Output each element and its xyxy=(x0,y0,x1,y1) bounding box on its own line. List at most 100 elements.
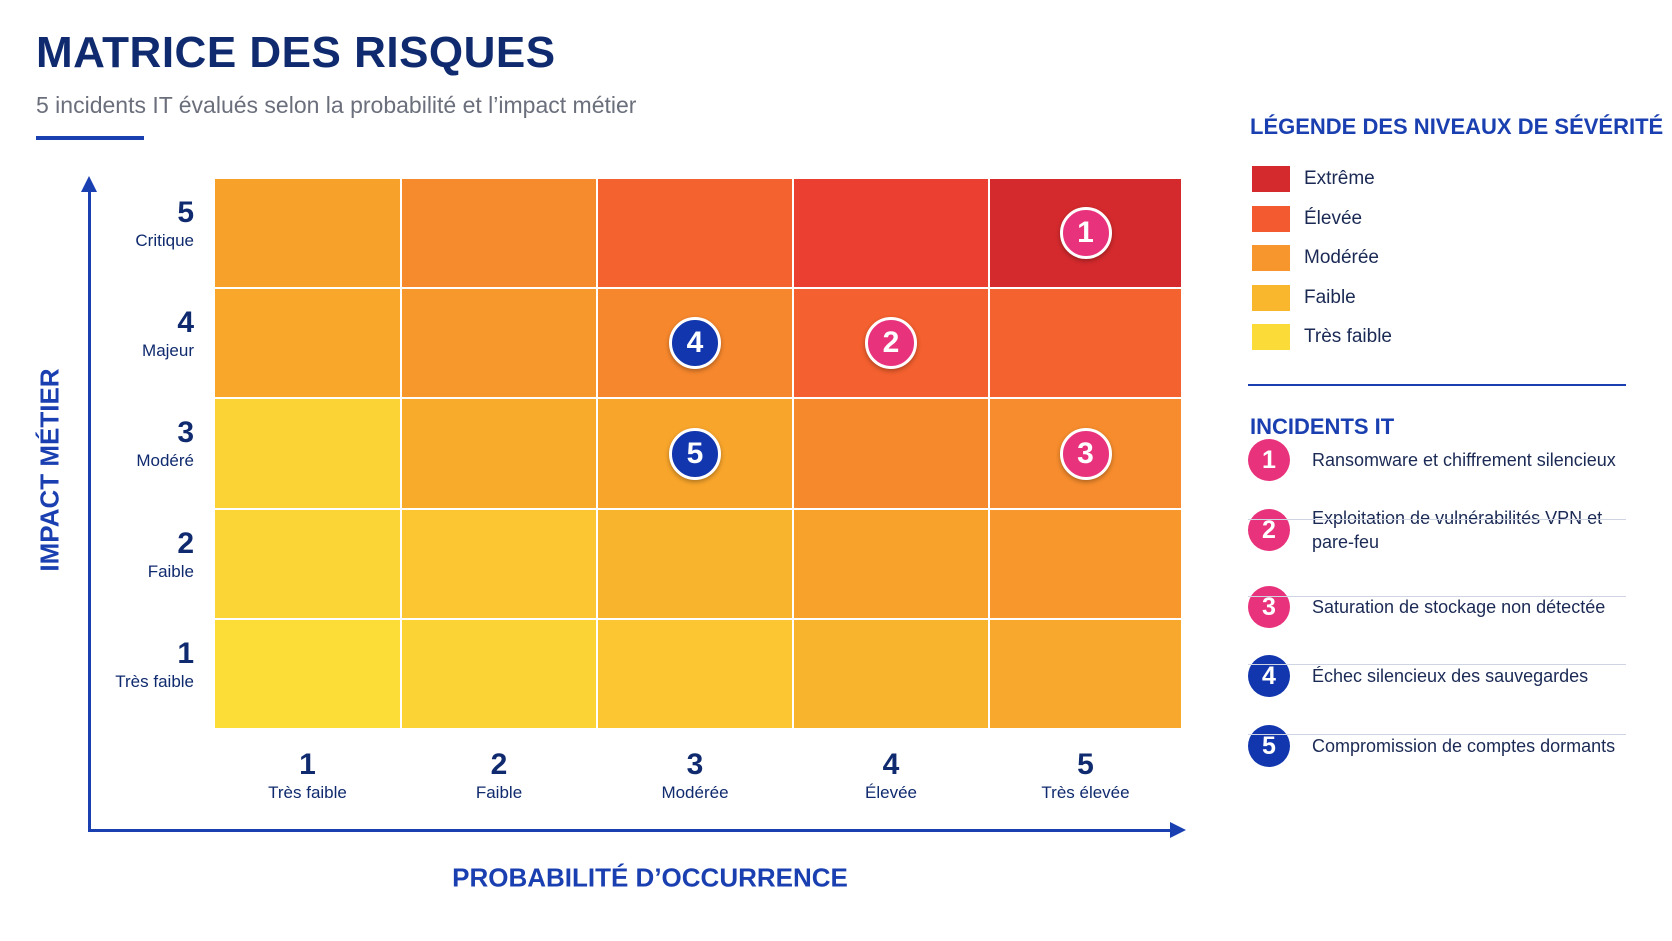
matrix-cell xyxy=(793,619,989,729)
incident-marker-4[interactable]: 4 xyxy=(669,317,721,369)
title-underline xyxy=(36,136,144,140)
severity-legend-item: Très faible xyxy=(1252,324,1392,350)
y-tick-label: Très faible xyxy=(115,672,194,691)
y-axis-arrow-icon xyxy=(81,176,97,192)
incident-divider xyxy=(1248,519,1626,520)
incident-label: Ransomware et chiffrement silencieux xyxy=(1312,450,1616,470)
y-tick: 2 Faible xyxy=(100,527,194,583)
legend-divider xyxy=(1248,384,1626,386)
incident-marker-1[interactable]: 1 xyxy=(1059,207,1112,259)
severity-legend-item: Modérée xyxy=(1252,245,1379,271)
severity-swatch xyxy=(1252,284,1290,311)
incident-label: Exploitation de vulnérabilités VPN et pa… xyxy=(1312,508,1603,552)
page-subtitle: 5 incidents IT évalués selon la probabil… xyxy=(36,92,637,118)
severity-swatch xyxy=(1252,205,1290,232)
y-tick: 5 Critique xyxy=(100,196,194,252)
y-tick-label: Modéré xyxy=(136,451,194,470)
matrix-cell xyxy=(214,288,401,398)
severity-legend-title: LÉGENDE DES NIVEAUX DE SÉVÉRITÉ xyxy=(1250,114,1664,139)
severity-legend-item: Faible xyxy=(1252,284,1356,311)
severity-label: Élevée xyxy=(1304,207,1363,229)
y-tick-value: 4 xyxy=(177,306,194,339)
matrix-cell xyxy=(401,619,597,729)
matrix-cell xyxy=(597,509,793,619)
incident-item-1[interactable]: 1 Ransomware et chiffrement silencieux xyxy=(1248,439,1626,481)
y-tick: 3 Modéré xyxy=(100,416,194,472)
matrix-cell xyxy=(401,288,597,398)
matrix-cell xyxy=(401,178,597,288)
severity-legend-item: Extrême xyxy=(1252,166,1375,192)
matrix-cell xyxy=(793,509,989,619)
x-axis-line xyxy=(88,829,1174,832)
y-tick-value: 1 xyxy=(177,637,194,670)
y-tick-label: Majeur xyxy=(142,341,194,360)
matrix-cell xyxy=(989,619,1182,729)
y-tick-value: 2 xyxy=(177,527,194,560)
page-title: MATRICE DES RISQUES xyxy=(36,28,556,77)
severity-label: Modérée xyxy=(1304,247,1379,268)
severity-label: Faible xyxy=(1304,286,1356,308)
x-axis-arrow-icon xyxy=(1170,822,1186,838)
incident-item-2[interactable]: 2 Exploitation de vulnérabilités VPN et p… xyxy=(1248,508,1626,552)
x-tick-value: 5 xyxy=(1077,748,1094,781)
matrix-cell xyxy=(214,398,401,509)
incident-label: Compromission de comptes dormants xyxy=(1312,736,1616,756)
matrix-cell xyxy=(989,288,1182,398)
matrix-cell xyxy=(214,619,401,729)
incident-divider xyxy=(1248,734,1626,735)
matrix-cell xyxy=(793,398,989,509)
incident-label: Échec silencieux des sauvegardes xyxy=(1312,666,1589,686)
y-tick: 1 Très faible xyxy=(100,637,194,693)
x-tick-label: Modérée xyxy=(661,783,729,802)
severity-label: Très faible xyxy=(1304,326,1392,347)
y-axis-line xyxy=(88,188,91,832)
x-tick: 2 Faible xyxy=(401,748,597,804)
matrix-cell xyxy=(793,178,989,288)
x-axis-title: PROBABILITÉ D’OCCURRENCE xyxy=(452,862,848,893)
x-tick: 1 Très faible xyxy=(210,748,406,804)
x-tick-value: 1 xyxy=(299,748,316,781)
incident-marker-2[interactable]: 2 xyxy=(865,317,917,369)
incidents-title: INCIDENTS IT xyxy=(1250,414,1395,439)
incident-marker-5[interactable]: 5 xyxy=(669,427,721,480)
incident-badge: 3 xyxy=(1248,586,1290,628)
incident-badge: 2 xyxy=(1248,509,1290,551)
incident-label: Saturation de stockage non détectée xyxy=(1312,597,1606,617)
severity-label: Extrême xyxy=(1304,168,1375,189)
x-tick-value: 4 xyxy=(882,748,900,781)
x-tick: 3 Modérée xyxy=(597,748,793,804)
y-tick: 4 Majeur xyxy=(100,306,194,362)
severity-swatch xyxy=(1252,166,1290,192)
x-tick-value: 2 xyxy=(490,748,508,781)
x-tick-label: Très faible xyxy=(268,783,347,802)
matrix-cell xyxy=(214,178,401,288)
matrix-cell xyxy=(597,619,793,729)
y-tick-label: Faible xyxy=(147,562,194,581)
incident-item-5[interactable]: 5 Compromission de comptes dormants xyxy=(1248,725,1626,767)
x-tick-label: Élevée xyxy=(865,783,917,802)
y-tick-value: 5 xyxy=(177,196,194,229)
matrix-cell xyxy=(989,509,1182,619)
x-tick-value: 3 xyxy=(686,748,704,781)
x-tick-label: Faible xyxy=(475,783,523,802)
incident-badge: 4 xyxy=(1248,655,1290,697)
matrix-cell xyxy=(597,178,793,288)
matrix-cell xyxy=(401,398,597,509)
incident-item-3[interactable]: 3 Saturation de stockage non détectée xyxy=(1248,586,1626,628)
x-tick: 4 Élevée xyxy=(793,748,989,804)
severity-legend-item: Élevée xyxy=(1252,205,1363,232)
incident-badge: 1 xyxy=(1248,439,1290,481)
incident-marker-3[interactable]: 3 xyxy=(1059,427,1112,480)
incident-divider xyxy=(1248,596,1626,597)
severity-swatch xyxy=(1252,245,1290,271)
x-tick: 5 Très élevée xyxy=(988,748,1184,804)
x-tick-label: Très élevée xyxy=(1041,783,1130,802)
y-axis-title: IMPACT MÉTIER xyxy=(34,368,65,572)
y-tick-label: Critique xyxy=(135,231,194,250)
incident-divider xyxy=(1248,664,1626,665)
severity-swatch xyxy=(1252,324,1290,350)
y-tick-value: 3 xyxy=(177,416,194,449)
incident-item-4[interactable]: 4 Échec silencieux des sauvegardes xyxy=(1248,655,1626,697)
matrix-cell xyxy=(214,509,401,619)
matrix-cell xyxy=(401,509,597,619)
